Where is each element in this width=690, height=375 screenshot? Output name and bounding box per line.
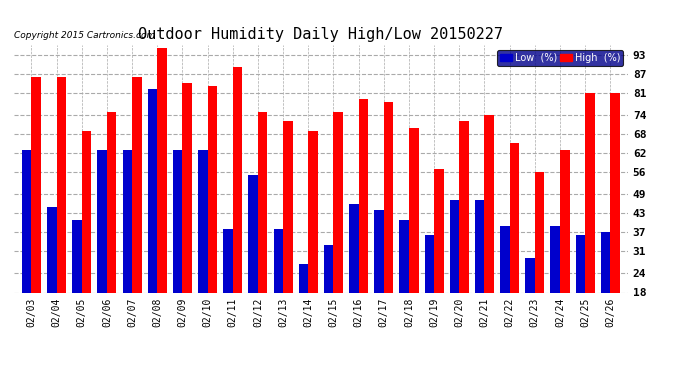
Text: Copyright 2015 Cartronics.com: Copyright 2015 Cartronics.com [14,31,155,40]
Bar [400,219,409,292]
Bar [384,102,393,292]
Bar [333,112,343,292]
Bar [409,128,419,292]
Bar [47,207,57,292]
Bar [500,226,510,292]
Bar [560,150,569,292]
Bar [258,112,268,292]
Bar [57,77,66,292]
Bar [359,99,368,292]
Bar [551,226,560,292]
Bar [233,67,242,292]
Bar [601,232,610,292]
Bar [299,264,308,292]
Bar [157,48,167,292]
Bar [97,150,107,292]
Bar [273,229,283,292]
Bar [575,236,585,292]
Bar [535,172,544,292]
Bar [248,175,258,292]
Bar [308,130,318,292]
Bar [173,150,182,292]
Bar [132,77,141,292]
Bar [450,201,460,292]
Bar [283,121,293,292]
Bar [349,204,359,292]
Bar [525,258,535,292]
Bar [434,169,444,292]
Bar [585,93,595,292]
Bar [32,77,41,292]
Bar [22,150,32,292]
Bar [223,229,233,292]
Bar [324,245,333,292]
Bar [460,121,469,292]
Bar [148,89,157,292]
Bar [208,86,217,292]
Bar [182,83,192,292]
Bar [123,150,132,292]
Title: Outdoor Humidity Daily High/Low 20150227: Outdoor Humidity Daily High/Low 20150227 [139,27,503,42]
Bar [510,143,519,292]
Bar [475,201,484,292]
Legend: Low  (%), High  (%): Low (%), High (%) [497,50,623,66]
Bar [374,210,384,292]
Bar [484,115,494,292]
Bar [424,236,434,292]
Bar [610,93,620,292]
Bar [81,130,91,292]
Bar [72,219,81,292]
Bar [198,150,208,292]
Bar [107,112,117,292]
